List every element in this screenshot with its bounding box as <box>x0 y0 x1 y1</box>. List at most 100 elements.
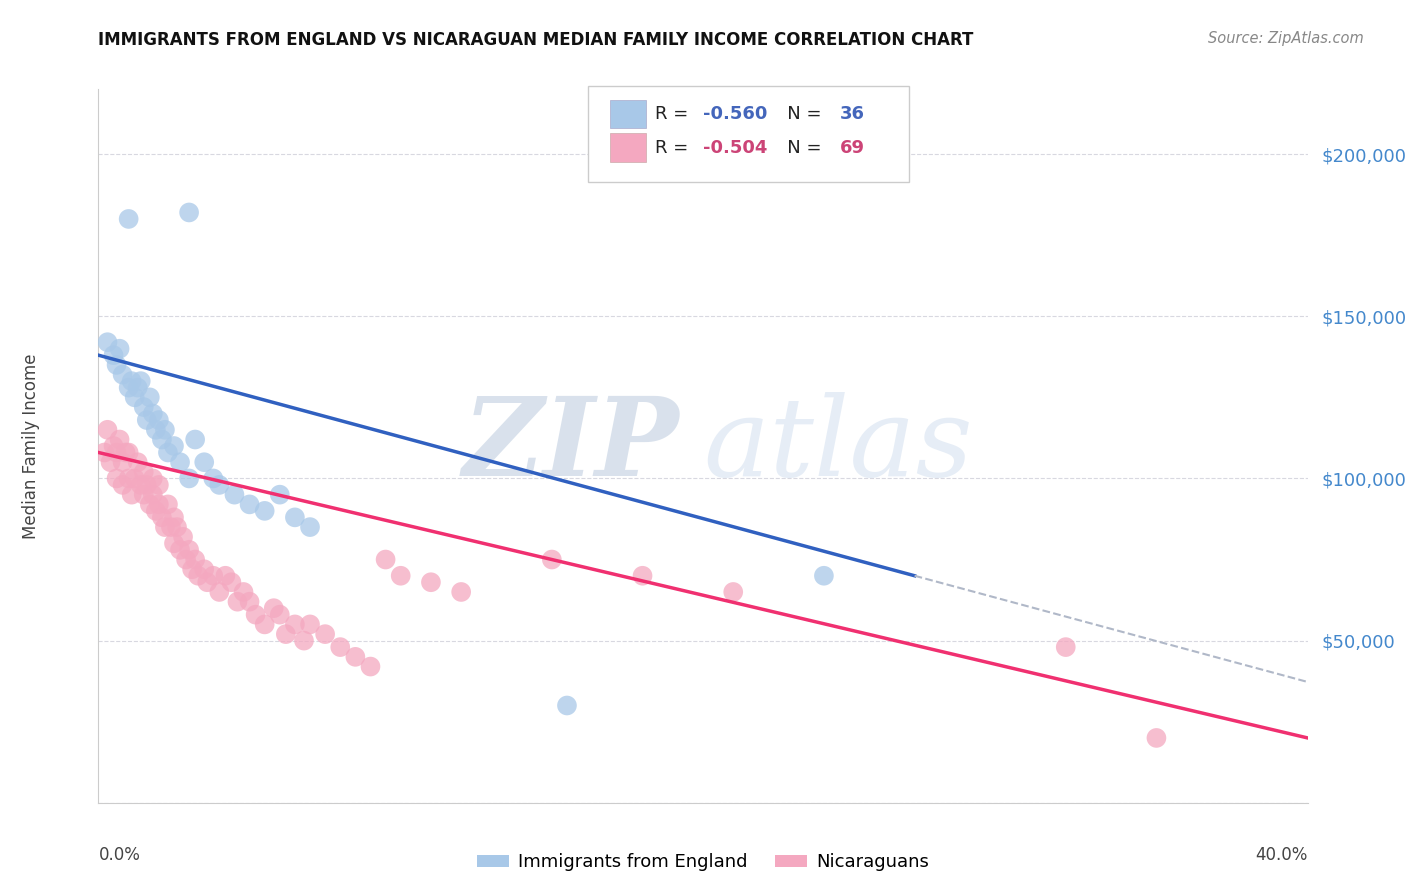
Point <box>221 575 243 590</box>
Point <box>150 433 173 447</box>
Point <box>169 542 191 557</box>
Point <box>179 542 201 557</box>
Point <box>124 390 146 404</box>
Point <box>239 595 262 609</box>
Point <box>253 504 276 518</box>
Point <box>153 423 176 437</box>
Point <box>129 478 152 492</box>
Point <box>1054 640 1077 654</box>
Point <box>103 439 125 453</box>
Point <box>163 439 186 453</box>
Point <box>195 575 218 590</box>
Point <box>226 595 249 609</box>
Point <box>555 698 578 713</box>
Text: N =: N = <box>769 139 827 157</box>
Text: IMMIGRANTS FROM ENGLAND VS NICARAGUAN MEDIAN FAMILY INCOME CORRELATION CHART: IMMIGRANTS FROM ENGLAND VS NICARAGUAN ME… <box>98 31 974 49</box>
Text: Median Family Income: Median Family Income <box>22 353 39 539</box>
Point <box>181 562 204 576</box>
Point <box>174 552 197 566</box>
Point <box>269 488 291 502</box>
Point <box>111 455 134 469</box>
Text: R =: R = <box>655 105 693 123</box>
Text: -0.560: -0.560 <box>703 105 768 123</box>
Point <box>253 617 276 632</box>
Point <box>163 510 186 524</box>
Point <box>224 488 246 502</box>
Point <box>145 504 167 518</box>
Point <box>193 455 215 469</box>
Point <box>127 381 149 395</box>
Point <box>344 649 367 664</box>
Point <box>124 471 146 485</box>
Point <box>121 374 143 388</box>
Point <box>127 455 149 469</box>
Point <box>193 562 215 576</box>
Point <box>135 413 157 427</box>
Point <box>284 617 307 632</box>
Point <box>179 205 201 219</box>
Point <box>156 445 179 459</box>
Point <box>108 433 131 447</box>
Text: atlas: atlas <box>703 392 973 500</box>
Point <box>723 585 745 599</box>
Point <box>389 568 412 582</box>
Point <box>813 568 835 582</box>
Point <box>111 478 134 492</box>
Point <box>631 568 654 582</box>
Point <box>111 368 134 382</box>
Point <box>118 211 141 226</box>
Point <box>118 471 141 485</box>
Point <box>274 627 297 641</box>
Point <box>105 471 128 485</box>
Point <box>108 342 131 356</box>
Point <box>148 497 170 511</box>
Point <box>93 445 115 459</box>
Bar <box>610 134 647 162</box>
Point <box>239 497 262 511</box>
Point <box>245 607 267 622</box>
Point <box>263 601 285 615</box>
Point <box>103 348 125 362</box>
Point <box>329 640 352 654</box>
Point <box>374 552 396 566</box>
Point <box>202 471 225 485</box>
Point <box>142 488 165 502</box>
Point <box>153 520 176 534</box>
Point <box>169 455 191 469</box>
Point <box>269 607 291 622</box>
Point <box>132 488 155 502</box>
Point <box>145 423 167 437</box>
Point <box>142 471 165 485</box>
Point <box>214 568 236 582</box>
Point <box>184 433 207 447</box>
Point <box>187 568 209 582</box>
Point <box>163 536 186 550</box>
Point <box>118 445 141 459</box>
Point <box>420 575 443 590</box>
Point <box>142 407 165 421</box>
Point <box>105 358 128 372</box>
Text: 69: 69 <box>839 139 865 157</box>
Text: N =: N = <box>769 105 827 123</box>
Point <box>1144 731 1167 745</box>
Point <box>208 585 231 599</box>
Point <box>132 400 155 414</box>
Point <box>314 627 336 641</box>
Point <box>179 471 201 485</box>
Point <box>299 617 322 632</box>
Point <box>166 520 188 534</box>
Point <box>96 335 118 350</box>
Text: R =: R = <box>655 139 693 157</box>
Point <box>150 510 173 524</box>
Point <box>129 374 152 388</box>
Point <box>114 445 136 459</box>
Point <box>202 568 225 582</box>
Legend: Immigrants from England, Nicaraguans: Immigrants from England, Nicaraguans <box>470 847 936 879</box>
Point <box>292 633 315 648</box>
Bar <box>610 100 647 128</box>
Point <box>105 445 128 459</box>
Point <box>100 455 122 469</box>
Point <box>184 552 207 566</box>
Point <box>360 659 382 673</box>
Point <box>135 478 157 492</box>
